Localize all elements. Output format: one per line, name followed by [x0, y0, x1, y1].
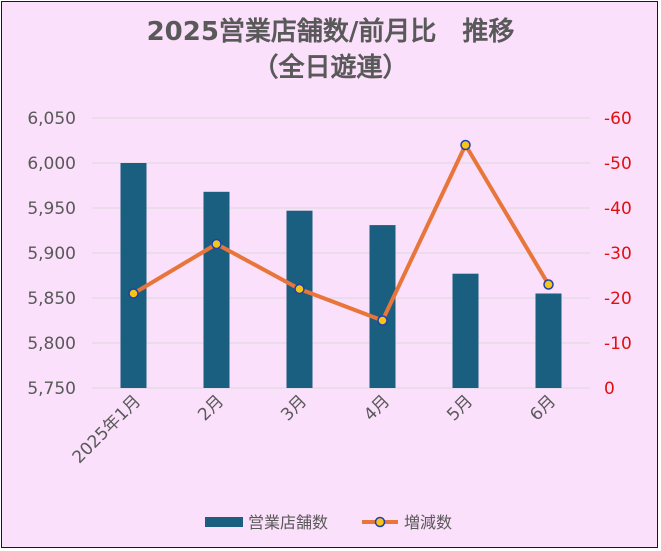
- right-tick-label: -30: [604, 244, 632, 264]
- line-path: [132, 143, 551, 323]
- x-tick-label: 2025年1月: [69, 391, 145, 467]
- right-tick-label: -50: [604, 154, 632, 174]
- legend-bar-swatch: [205, 517, 243, 527]
- legend-line-label: 増減数: [404, 513, 452, 532]
- chart-title-main: 2025営業店舗数/前月比 推移: [146, 17, 515, 47]
- bar: [535, 293, 562, 388]
- right-tick-label: -10: [604, 334, 632, 354]
- right-tick-label: -40: [604, 199, 632, 219]
- left-tick-label: 6,000: [27, 154, 76, 174]
- legend-bar-label: 営業店舗数: [248, 513, 328, 532]
- bar: [120, 163, 147, 388]
- left-axis-ticks: 5,750 5,800 5,850 5,900 5,950 6,000 6,050: [27, 109, 76, 399]
- right-axis-ticks: 0 -10 -20 -30 -40 -50 -60: [604, 109, 632, 399]
- right-tick-label: 0: [604, 379, 615, 399]
- chart-subtitle: （全日遊連）: [252, 53, 409, 83]
- bar: [452, 273, 479, 388]
- left-tick-label: 5,750: [27, 379, 76, 399]
- bar: [203, 191, 230, 388]
- x-tick-label: 2月: [194, 391, 228, 425]
- right-tick-label: -20: [604, 289, 632, 309]
- line-point: [460, 139, 471, 151]
- grid-lines: [92, 117, 590, 389]
- line-point: [294, 283, 305, 295]
- chart-title: 2025営業店舗数/前月比 推移 （全日遊連）: [0, 14, 661, 86]
- x-axis-ticks: 2025年1月 2月 3月 4月 5月 6月: [69, 391, 560, 467]
- x-tick-label: 6月: [526, 391, 560, 425]
- x-tick-label: 5月: [443, 391, 477, 425]
- bar: [286, 210, 313, 388]
- x-tick-label: 3月: [277, 391, 311, 425]
- legend-line-marker: [374, 516, 386, 528]
- line-point: [211, 238, 222, 250]
- left-tick-label: 6,050: [27, 109, 76, 129]
- line-series: [128, 139, 554, 326]
- left-tick-label: 5,950: [27, 199, 76, 219]
- x-tick-label: 4月: [360, 391, 394, 425]
- left-tick-label: 5,800: [27, 334, 76, 354]
- left-tick-label: 5,900: [27, 244, 76, 264]
- line-point: [128, 288, 139, 299]
- right-tick-label: -60: [604, 109, 632, 129]
- line-point: [377, 315, 388, 326]
- legend: 営業店舗数 増減数: [205, 513, 452, 532]
- bar: [369, 225, 396, 388]
- left-tick-label: 5,850: [27, 289, 76, 309]
- line-point: [543, 279, 554, 290]
